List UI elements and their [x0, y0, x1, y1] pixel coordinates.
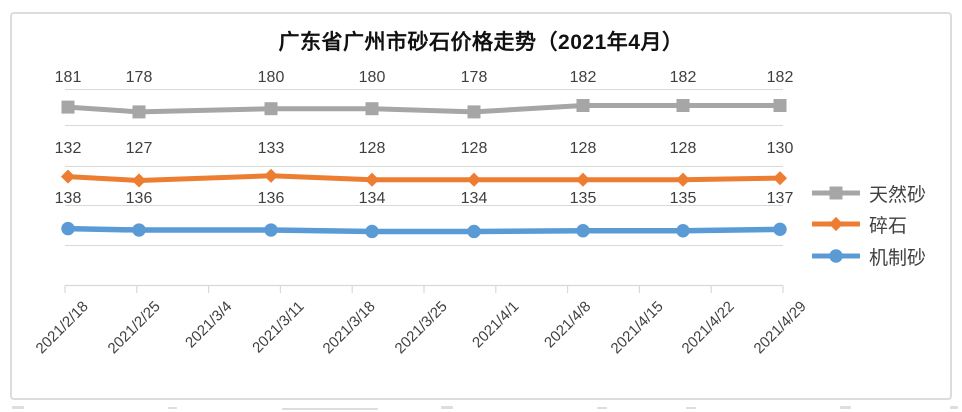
- cropped-text-artifact: [12, 406, 24, 409]
- data-label-natural-sand: 182: [569, 69, 597, 86]
- legend-swatch-circle-icon: [812, 249, 860, 263]
- cropped-text-artifact: [840, 406, 851, 409]
- legend-swatch-diamond-icon: [812, 216, 860, 232]
- data-label-natural-sand: 180: [257, 69, 285, 86]
- cropped-text-artifact: [441, 406, 453, 409]
- legend-item-crushed-stone: 碎石: [812, 214, 907, 237]
- data-label-crushed-stone: 128: [460, 140, 488, 157]
- data-label-machine-sand: 136: [257, 190, 285, 207]
- data-label-crushed-stone: 132: [54, 140, 82, 157]
- legend-marker: [829, 186, 843, 200]
- legend-marker: [828, 216, 844, 232]
- data-label-crushed-stone: 127: [125, 140, 153, 157]
- data-label-machine-sand: 134: [460, 190, 488, 207]
- data-label-machine-sand: 137: [766, 190, 794, 207]
- data-label-machine-sand: 138: [54, 190, 82, 207]
- data-label-natural-sand: 182: [766, 69, 794, 86]
- legend-label: 碎石: [869, 215, 908, 237]
- data-label-crushed-stone: 133: [257, 140, 285, 157]
- data-label-machine-sand: 135: [569, 190, 597, 207]
- data-label-crushed-stone: 130: [766, 140, 794, 157]
- cropped-text-artifact: [950, 406, 958, 409]
- data-label-natural-sand: 180: [358, 69, 386, 86]
- data-label-natural-sand: 178: [460, 69, 488, 86]
- data-label-crushed-stone: 128: [669, 140, 697, 157]
- data-label-crushed-stone: 128: [358, 140, 386, 157]
- legend-label: 天然砂: [869, 184, 927, 206]
- data-label-machine-sand: 136: [125, 190, 153, 207]
- data-label-natural-sand: 178: [125, 69, 153, 86]
- legend-marker: [829, 249, 843, 263]
- legend-label: 机制砂: [869, 247, 927, 269]
- cropped-text-artifact: [597, 407, 607, 409]
- chart-title: 广东省广州市砂石价格走势（2021年4月）: [278, 31, 684, 54]
- cropped-text-artifact: [686, 407, 696, 409]
- legend-item-natural-sand: 天然砂: [812, 183, 926, 206]
- chart-card: [10, 12, 952, 400]
- data-label-natural-sand: 181: [54, 69, 82, 86]
- data-label-machine-sand: 134: [358, 190, 386, 207]
- data-label-natural-sand: 182: [669, 69, 697, 86]
- cropped-text-artifact: [282, 408, 378, 410]
- data-label-crushed-stone: 128: [569, 140, 597, 157]
- legend-swatch-square-icon: [812, 186, 860, 200]
- cropped-text-artifact: [168, 407, 177, 409]
- legend-item-machine-sand: 机制砂: [812, 246, 926, 269]
- data-label-machine-sand: 135: [669, 190, 697, 207]
